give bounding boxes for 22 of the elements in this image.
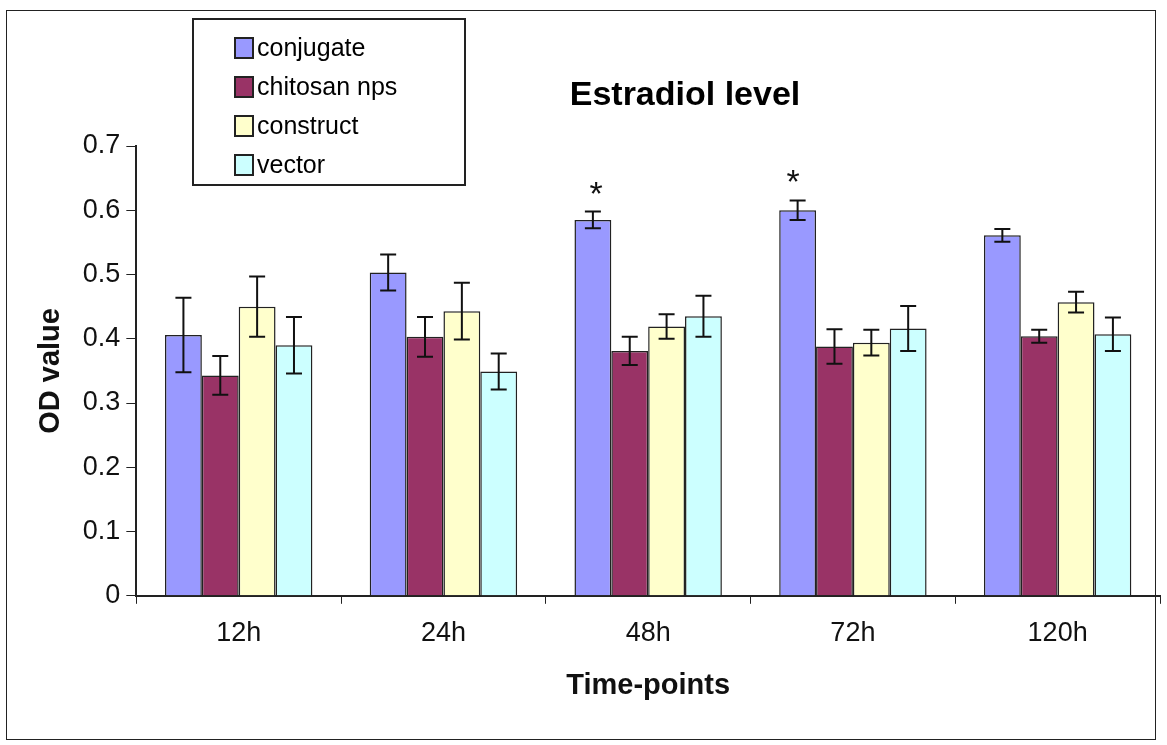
y-tick-label: 0.1 (82, 515, 121, 545)
x-tick-label: 120h (1027, 617, 1088, 648)
chart-title: Estradiol level (568, 74, 802, 113)
legend-label: chitosan nps (257, 72, 398, 101)
y-tick-label: 0 (105, 579, 121, 610)
legend-label: conjugate (257, 33, 366, 62)
x-tick-label: 48h (625, 617, 671, 648)
x-axis-title: Time-points (566, 667, 731, 700)
annotation: * (589, 174, 603, 213)
legend-label: construct (257, 111, 359, 140)
y-tick-label: 0.6 (82, 193, 121, 224)
x-tick-label: 12h (216, 617, 262, 648)
x-tick-label: 72h (830, 617, 876, 648)
legend-label: vector (257, 150, 326, 179)
y-axis-title: OD value (33, 308, 66, 434)
y-tick-label: 0.2 (82, 450, 121, 481)
annotation: * (786, 162, 800, 201)
y-tick-label: 0.5 (82, 257, 121, 288)
x-tick-label: 24h (420, 617, 466, 648)
y-tick-label: 0.3 (82, 386, 121, 417)
y-tick-label: 0.7 (82, 129, 121, 160)
y-tick-label: 0.4 (82, 322, 121, 353)
